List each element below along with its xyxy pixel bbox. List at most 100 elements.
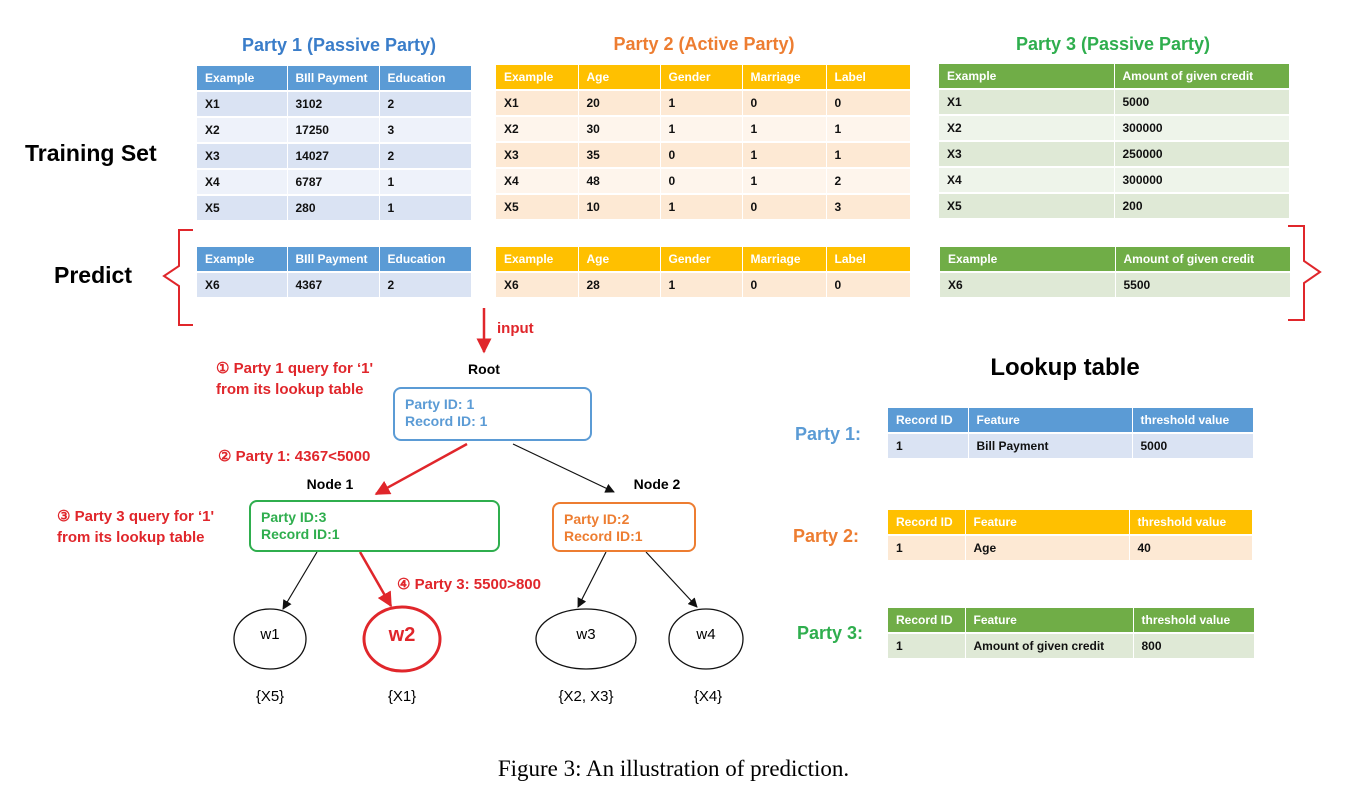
table-header-row: Example Amount of given credit [939, 64, 1290, 89]
leaf-w2-set: {X1} [387, 688, 417, 705]
party2-title: Party 2 (Active Party) [613, 34, 795, 54]
column-header: Label [826, 65, 911, 90]
table-row: X6 4367 2 [197, 271, 472, 297]
step1-line2: from its lookup table [216, 381, 364, 398]
input-label: input [497, 320, 534, 337]
table-row: X4 48 0 1 2 [496, 167, 911, 194]
table-cell: 1 [742, 141, 827, 168]
table-cell: 0 [826, 89, 911, 116]
table-cell: 1 [742, 167, 827, 194]
column-header: Marriage [742, 247, 827, 272]
column-header: Feature [965, 608, 1134, 633]
table-cell: 1 [826, 115, 911, 142]
column-header: Example [940, 247, 1116, 272]
leaf-w4-ellipse [668, 608, 744, 670]
table-cell: 1 [888, 432, 969, 458]
party3-training-table: Example Amount of given credit X1 5000 X2… [939, 64, 1290, 218]
predict-left-bracket [162, 229, 193, 326]
party1-predict-table: Example BIll Payment Education X6 4367 2 [197, 247, 472, 297]
root-label: Root [468, 361, 500, 377]
table-header-row: Example Age Gender Marriage Label [496, 65, 911, 90]
step3-line2: from its lookup table [57, 529, 205, 546]
table-cell: X4 [496, 167, 579, 194]
column-header: Amount of given credit [1115, 247, 1291, 272]
table-cell: X5 [496, 193, 579, 219]
table-cell: X3 [496, 141, 579, 168]
column-header: Age [578, 65, 661, 90]
table-header-row: Example BIll Payment Education [197, 247, 472, 272]
leaf-w2: w2 [388, 624, 416, 646]
node1-to-w1-edge [282, 551, 318, 610]
node1-record-id: Record ID:1 [261, 526, 340, 542]
lookup-party1-table: Record ID Feature threshold value 1 Bill … [888, 408, 1254, 458]
step3-line1: ③ Party 3 query for ‘1' [57, 508, 215, 525]
step1-line1: ① Party 1 query for ‘1' [216, 360, 374, 377]
root-to-node2-edge [512, 443, 615, 493]
column-header: Education [379, 66, 472, 91]
leaf-w1: w1 [260, 626, 280, 643]
table-cell: 1 [826, 141, 911, 168]
lookup-party2-table: Record ID Feature threshold value 1 Age 40 [888, 510, 1253, 560]
table-row: X3 35 0 1 1 [496, 141, 911, 168]
table-row: X6 28 1 0 0 [496, 271, 911, 297]
table-cell: 0 [742, 89, 827, 116]
column-header: Example [496, 65, 579, 90]
table-cell: X6 [940, 271, 1116, 297]
lookup-party3-label: Party 3: [797, 623, 864, 643]
table-cell: 6787 [287, 168, 380, 195]
column-header: Amount of given credit [1114, 64, 1290, 89]
column-header: Label [826, 247, 911, 272]
node2-to-w4-edge [645, 551, 698, 608]
party2-training-table: Example Age Gender Marriage Label X1 20 1 0… [496, 65, 911, 219]
node2: Party ID:2 Record ID:1 [552, 502, 696, 552]
root-party-id: Party ID: 1 [405, 396, 475, 412]
table-row: X1 5000 [939, 88, 1290, 115]
step1-annotation: ① Party 1 query for ‘1' from its lookup … [216, 358, 373, 400]
table-cell: X6 [197, 271, 288, 297]
table-row: X2 300000 [939, 114, 1290, 141]
table-row: X1 3102 2 [197, 90, 472, 117]
column-header: threshold value [1132, 408, 1254, 433]
column-header: Example [496, 247, 579, 272]
table-cell: 20 [578, 89, 661, 116]
table-cell: 2 [379, 142, 472, 169]
table-cell: 1 [660, 271, 743, 297]
node2-label: Node 2 [633, 476, 681, 492]
column-header: Age [578, 247, 661, 272]
table-cell: 30 [578, 115, 661, 142]
table-cell: 300000 [1114, 166, 1290, 193]
table-cell: 10 [578, 193, 661, 219]
table-cell: 5000 [1132, 432, 1254, 458]
table-cell: X1 [496, 89, 579, 116]
column-header: Gender [660, 247, 743, 272]
party2-predict-table: Example Age Gender Marriage Label X6 28 1 0… [496, 247, 911, 297]
table-row: 1 Amount of given credit 800 [888, 632, 1255, 658]
table-row: 1 Bill Payment 5000 [888, 432, 1254, 458]
column-header: Feature [968, 408, 1133, 433]
leaf-w1-set: {X5} [255, 688, 285, 705]
table-cell: 0 [742, 193, 827, 219]
table-row: X3 14027 2 [197, 142, 472, 169]
column-header: threshold value [1129, 510, 1253, 535]
column-header: Record ID [888, 510, 966, 535]
node1-label: Node 1 [306, 476, 354, 492]
table-row: X5 10 1 0 3 [496, 193, 911, 219]
column-header: Gender [660, 65, 743, 90]
table-row: X3 250000 [939, 140, 1290, 167]
step3-annotation: ③ Party 3 query for ‘1' from its lookup … [57, 506, 214, 548]
table-cell: 0 [742, 271, 827, 297]
table-cell: 48 [578, 167, 661, 194]
table-cell: 1 [888, 534, 966, 560]
table-cell: Age [965, 534, 1130, 560]
table-cell: X1 [197, 90, 288, 117]
table-cell: Amount of given credit [965, 632, 1134, 658]
table-cell: X4 [197, 168, 288, 195]
table-row: X4 6787 1 [197, 168, 472, 195]
node1-party-id: Party ID:3 [261, 509, 327, 525]
predict-right-bracket [1288, 225, 1322, 321]
column-header: Education [379, 247, 472, 272]
table-cell: 2 [379, 90, 472, 117]
table-cell: X6 [496, 271, 579, 297]
leaf-w3-set: {X2, X3} [558, 688, 614, 705]
table-cell: 1 [660, 115, 743, 142]
